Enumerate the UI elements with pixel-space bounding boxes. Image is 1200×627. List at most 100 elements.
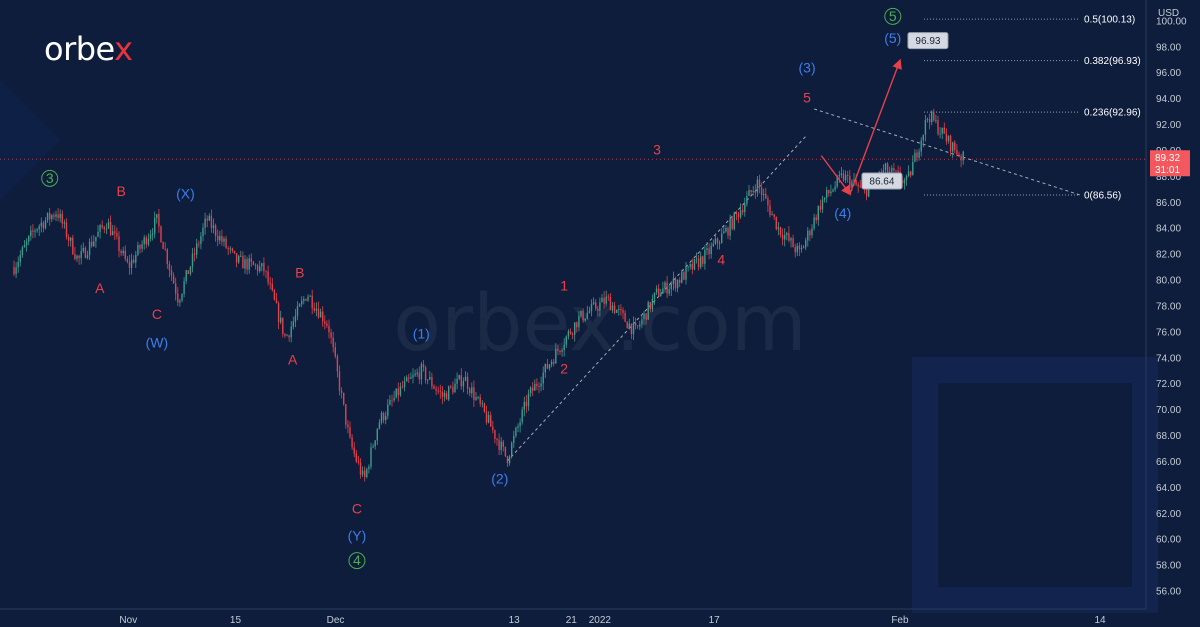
candle-body (126, 258, 129, 262)
candle-body (811, 228, 813, 236)
wave-label-text: (1) (413, 325, 430, 341)
wave-label: 4 (348, 552, 366, 570)
candle-body (523, 401, 525, 410)
candle-body (786, 233, 788, 236)
wave-label-text: 1 (560, 277, 568, 293)
wave-label: (4) (834, 205, 851, 221)
candle-body (538, 386, 540, 387)
candle-body (252, 261, 255, 265)
candle-body (706, 248, 708, 250)
candle-body (206, 218, 208, 221)
wave-label-text: C (152, 306, 162, 322)
y-tick-label: 82.00 (1156, 250, 1181, 261)
candle-body (569, 331, 572, 334)
candle-body (574, 322, 576, 335)
wave-label: 3 (653, 141, 661, 157)
candle-body (945, 133, 948, 142)
y-tick-label: 94.00 (1156, 94, 1181, 105)
candle-body (660, 293, 662, 297)
candle-body (273, 290, 276, 300)
candle-body (704, 249, 706, 264)
y-tick-label: 56.00 (1156, 587, 1181, 598)
candle-body (729, 218, 731, 236)
candle-body (435, 388, 437, 391)
wave-label: (W) (146, 334, 169, 350)
candle-body (599, 302, 601, 311)
candle-body (124, 250, 126, 259)
candle-body (721, 233, 723, 243)
candle-body (849, 175, 851, 188)
candle-body (697, 258, 700, 268)
wave-label: (2) (491, 470, 508, 486)
candle-body (53, 215, 55, 217)
candle-body (164, 248, 166, 250)
wave-label-text: (3) (799, 60, 816, 76)
candle-body (214, 225, 217, 236)
price-tag-box (1150, 150, 1190, 177)
candle-body (172, 275, 175, 284)
candle-body (397, 388, 399, 396)
x-tick-label: Dec (327, 615, 345, 626)
candle-body (223, 238, 225, 242)
candle-body (208, 215, 210, 221)
candle-body (637, 325, 639, 327)
candle-body (311, 295, 313, 309)
wave-label: A (288, 351, 298, 367)
candle-body (343, 392, 345, 405)
candle-body (328, 325, 330, 333)
fib-level-label: 0(86.56) (1084, 191, 1121, 202)
candle-body (683, 272, 685, 280)
candle-body (668, 289, 670, 294)
candle-body (830, 191, 832, 194)
candle-body (349, 427, 351, 438)
candle-body (502, 441, 504, 447)
candle-body (628, 323, 630, 329)
candle-body (259, 266, 261, 272)
currency-label: USD (1158, 8, 1179, 19)
candle-body (141, 244, 143, 249)
candle-body (685, 267, 687, 280)
candle-body (418, 372, 420, 380)
candle-body (76, 255, 78, 259)
wave-label: (5) (884, 30, 901, 46)
candle-body (487, 415, 490, 423)
candle-body (918, 151, 920, 158)
candle-body (540, 383, 542, 387)
wave-label: B (295, 264, 304, 280)
candle-body (710, 245, 712, 255)
candle-body (517, 426, 519, 428)
candle-body (655, 288, 658, 293)
candle-body (120, 250, 122, 254)
candle-body (708, 248, 710, 255)
candle-body (622, 310, 624, 313)
candle-body (154, 218, 156, 234)
candle-body (949, 136, 952, 152)
candle-body (95, 236, 97, 242)
candle-body (366, 468, 368, 477)
candle-body (412, 375, 414, 378)
candle-body (433, 386, 435, 389)
candle-body (851, 181, 853, 188)
y-tick-label: 98.00 (1156, 42, 1181, 53)
candle-body (80, 251, 82, 259)
candle-body (256, 265, 259, 272)
wave-label-text: (4) (834, 205, 851, 221)
wave-label-circle (348, 552, 366, 570)
candle-body (733, 212, 735, 229)
candle-body (149, 234, 152, 239)
candle-body (844, 174, 847, 181)
candle-body (376, 428, 378, 441)
candle-body (452, 386, 454, 393)
candle-body (145, 237, 147, 245)
candle-body (781, 234, 784, 240)
candle-body (372, 446, 374, 448)
candle-body (128, 261, 131, 268)
candle-body (103, 227, 105, 230)
candle-body (519, 422, 521, 427)
candle-body (107, 222, 110, 229)
candle-body (727, 227, 729, 236)
candle-body (334, 347, 336, 357)
candle-body (605, 296, 607, 304)
target-callout: 96.93 (907, 32, 949, 50)
